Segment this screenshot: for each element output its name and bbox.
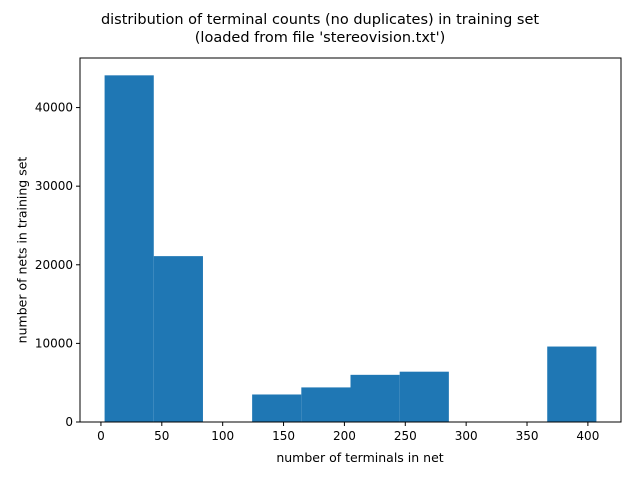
x-tick-label: 150: [272, 429, 295, 443]
y-axis-label: number of nets in training set: [14, 156, 30, 344]
y-tick-label: 40000: [35, 101, 73, 115]
x-tick-label: 0: [97, 429, 105, 443]
histogram-bar-9: [547, 346, 597, 422]
axes-frame: [79, 57, 622, 423]
x-axis-label: number of terminals in net: [276, 450, 444, 465]
y-tick-label: 0: [65, 415, 73, 429]
x-axis-ticks: 0 50 100 150 200 250 300 350 400: [97, 422, 599, 443]
chart-title-line-2: (loaded from file 'stereovision.txt'): [194, 30, 446, 46]
y-tick-label: 10000: [35, 336, 73, 350]
x-tick-label: 50: [154, 429, 169, 443]
histogram-bar-0: [104, 75, 154, 422]
x-tick-label: 100: [211, 429, 234, 443]
histogram-bar-4: [301, 387, 351, 422]
x-tick-label: 350: [516, 429, 539, 443]
y-tick-label: 20000: [35, 258, 73, 272]
y-axis-ticks: 0 10000 20000 30000 40000: [35, 101, 80, 429]
bars-group: [104, 75, 597, 422]
histogram-bar-5: [350, 374, 400, 422]
y-tick-label: 30000: [35, 179, 73, 193]
histogram-bar-1: [153, 256, 203, 422]
histogram-bar-3: [252, 394, 302, 422]
x-tick-label: 400: [576, 429, 599, 443]
histogram-bar-6: [399, 371, 449, 422]
x-tick-label: 300: [455, 429, 478, 443]
x-tick-label: 250: [394, 429, 417, 443]
x-tick-label: 200: [333, 429, 356, 443]
chart-title-line-1: distribution of terminal counts (no dupl…: [100, 12, 540, 28]
